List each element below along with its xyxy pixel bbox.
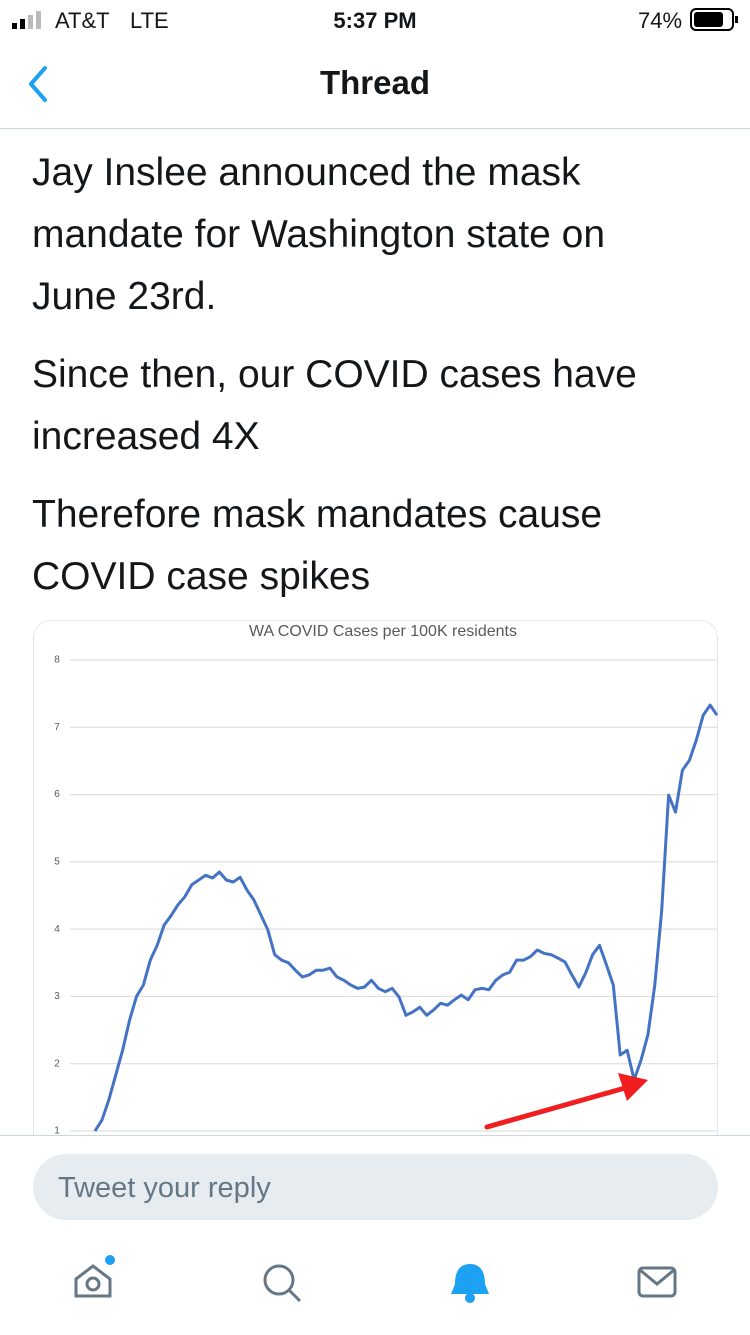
messages-tab[interactable]: [637, 1266, 677, 1298]
carrier: AT&T: [55, 8, 110, 33]
tweet-paragraph: Jay Inslee announced the mask mandate for…: [32, 142, 732, 328]
tweet-text: Jay Inslee announced the mask mandate for…: [32, 142, 732, 624]
y-tick-label: 7: [54, 722, 60, 733]
tweet-paragraph: Since then, our COVID cases have increase…: [32, 344, 732, 468]
text-line: mandate for Washington state on: [32, 213, 606, 256]
y-tick-label: 3: [54, 991, 60, 1002]
tab-bar: [74, 1255, 677, 1303]
text-line: Since then, our COVID cases have: [32, 353, 637, 396]
search-tab[interactable]: [263, 1264, 302, 1303]
back-button[interactable]: [25, 64, 55, 104]
annotation-arrow: [484, 1073, 648, 1130]
status-bar: AT&T LTE 5:37 PM 74%: [0, 0, 750, 40]
y-tick-label: 5: [54, 856, 60, 867]
notifications-tab[interactable]: [451, 1264, 489, 1303]
text-line: COVID case spikes: [32, 555, 371, 598]
reply-input[interactable]: Tweet your reply: [33, 1154, 718, 1220]
y-tick-label: 6: [54, 789, 60, 800]
text-line: increased 4X: [32, 415, 260, 458]
y-tick-label: 2: [54, 1058, 60, 1069]
y-tick-label: 8: [54, 655, 60, 666]
battery-level: 74%: [638, 8, 683, 33]
network: LTE: [130, 8, 169, 33]
time: 5:37 PM: [333, 8, 417, 33]
home-tab[interactable]: [74, 1255, 115, 1298]
text-line: Therefore mask mandates cause: [32, 493, 603, 536]
tweet-paragraph: Therefore mask mandates cause COVID case …: [32, 484, 732, 608]
text-line: Jay Inslee announced the mask: [32, 151, 581, 194]
text-line: June 23rd.: [32, 275, 217, 318]
data-line: [93, 703, 719, 1132]
bottom-bar: Tweet your reply: [0, 1135, 750, 1335]
signal-icon: [12, 11, 41, 29]
reply-placeholder: Tweet your reply: [58, 1172, 271, 1204]
nav-header: Thread: [0, 40, 750, 129]
header-title: Thread: [319, 64, 431, 101]
y-tick-label: 1: [54, 1126, 60, 1137]
y-tick-label: 4: [54, 924, 60, 935]
battery-icon: [690, 8, 738, 31]
chart-title: WA COVID Cases per 100K residents: [249, 623, 517, 640]
